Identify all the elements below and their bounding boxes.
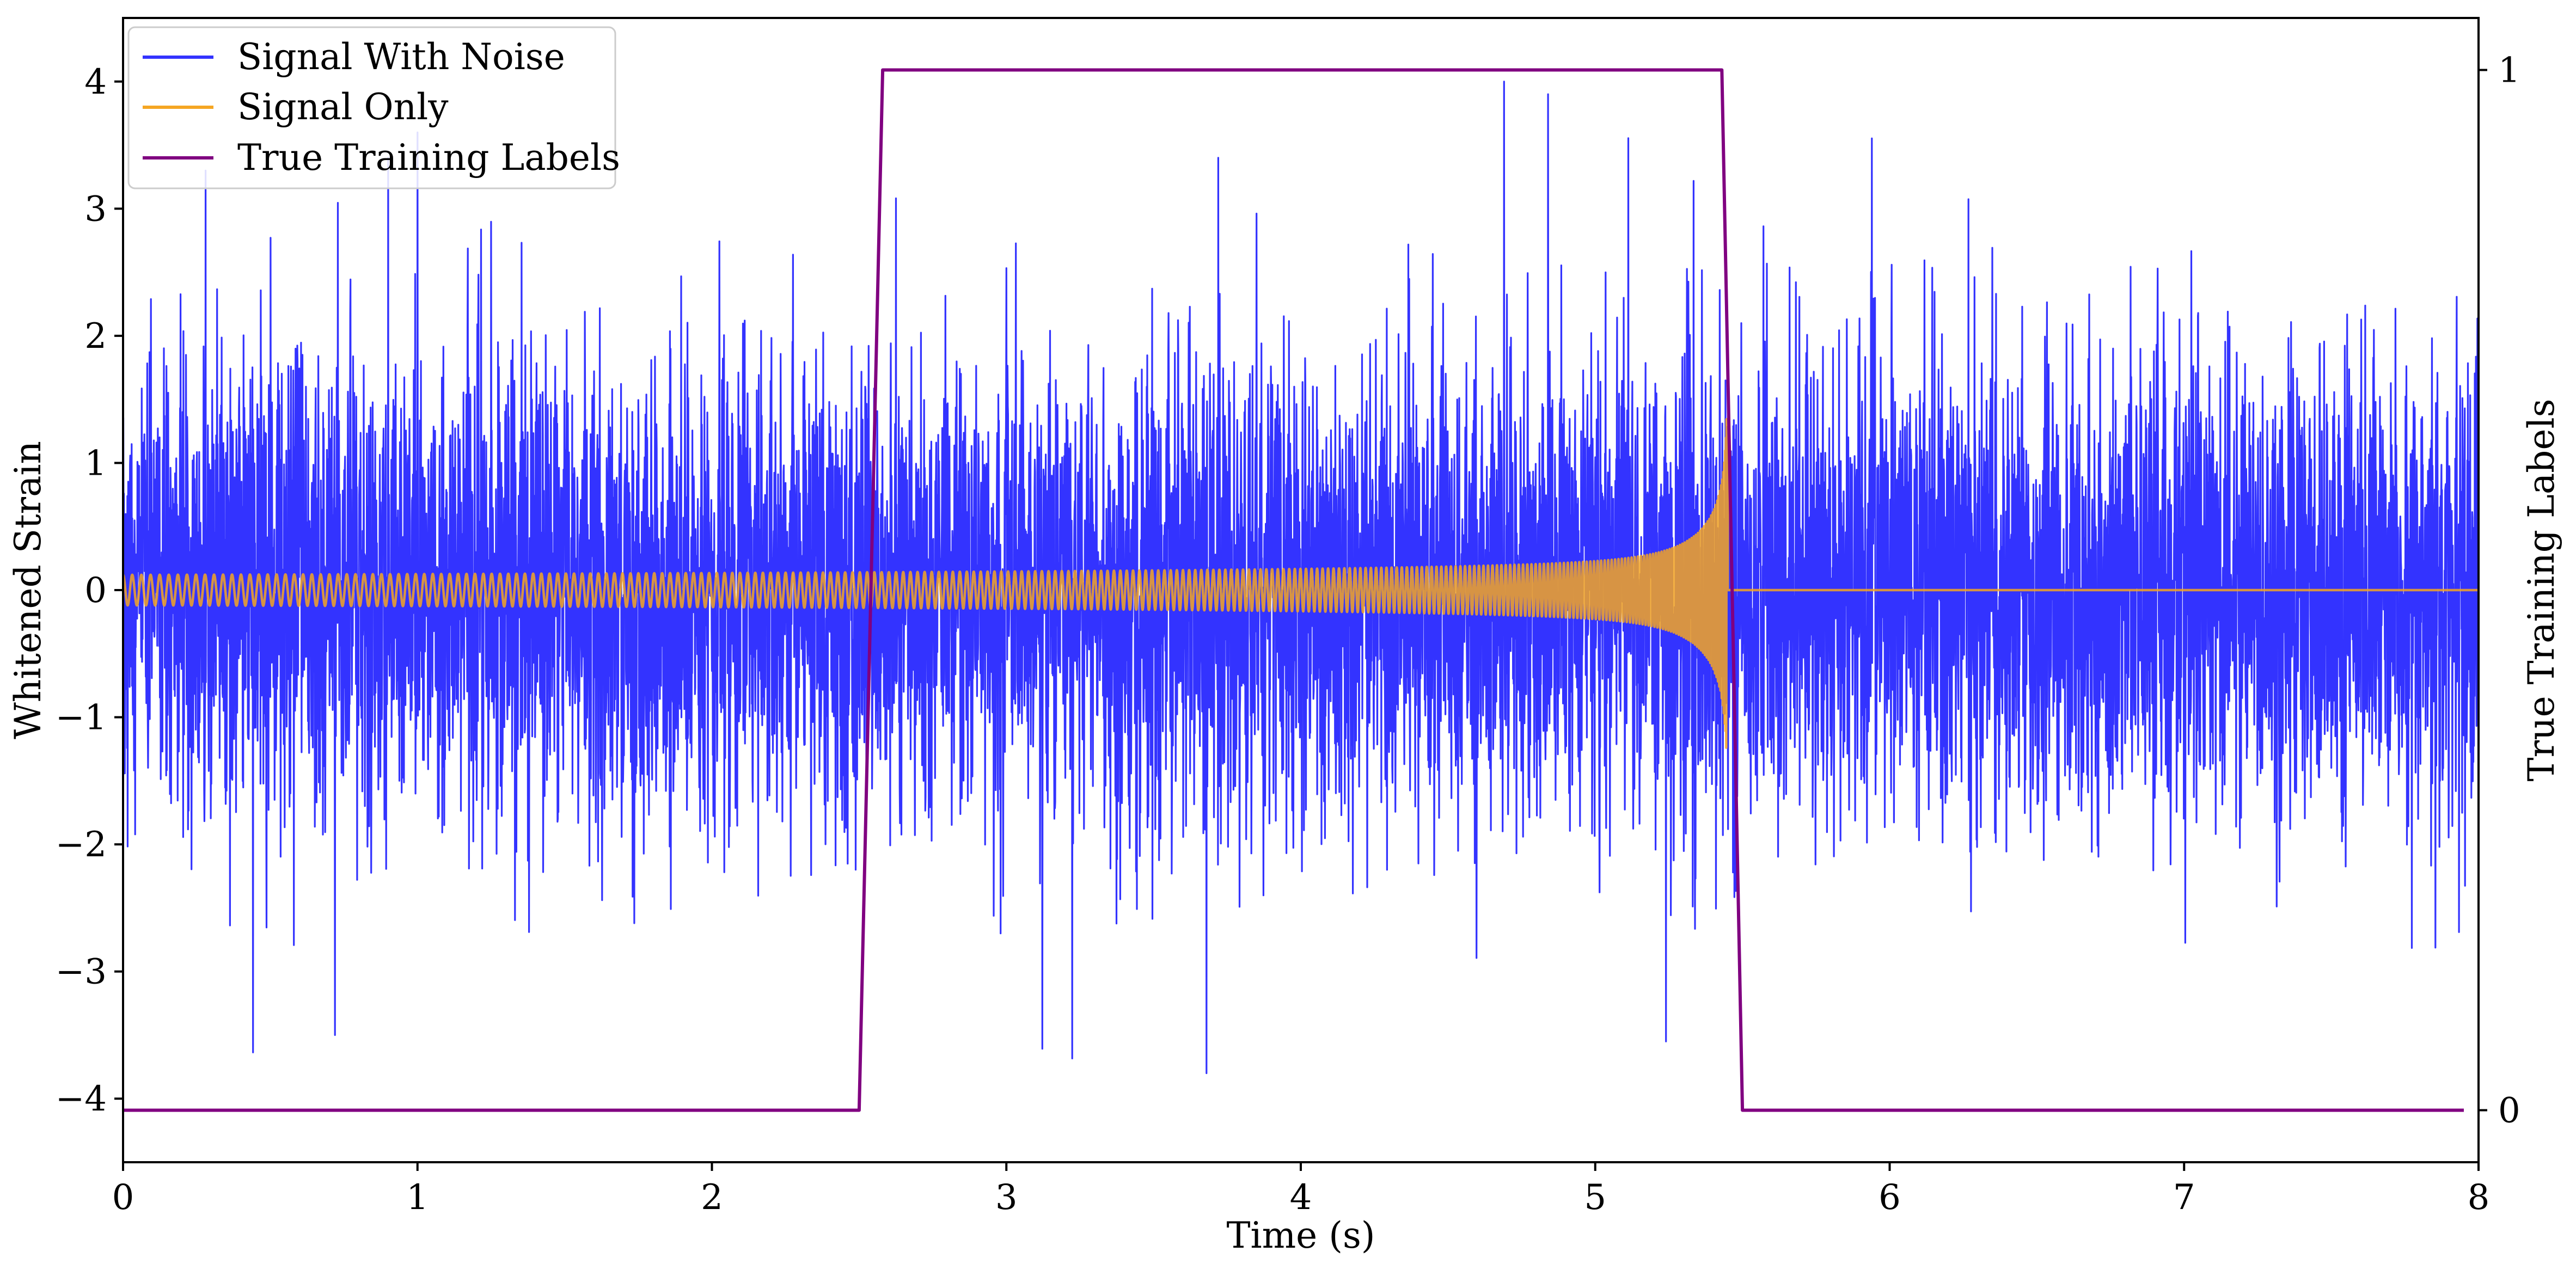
y-tick-label: −3: [56, 952, 107, 992]
y2-tick-label: 0: [2498, 1090, 2520, 1131]
x-tick-label: 7: [2173, 1177, 2195, 1218]
x-axis-title: Time (s): [1226, 1214, 1375, 1256]
y-tick-label: 3: [84, 189, 107, 229]
y-tick-label: 1: [84, 443, 107, 483]
y-axis-left: −4 −3 −2 −1 0 1 2 3 4: [56, 62, 123, 1119]
x-tick-label: 8: [2468, 1177, 2490, 1218]
y2-tick-label: 1: [2498, 51, 2520, 91]
y-tick-label: −1: [56, 698, 107, 738]
plot-area: [123, 68, 2479, 1112]
x-tick-label: 6: [1879, 1177, 1901, 1218]
series-signal-with-noise: [123, 81, 2479, 1075]
x-tick-label: 2: [701, 1177, 723, 1218]
series-true-training-labels: [123, 68, 2464, 1112]
legend-label-signal-with-noise: Signal With Noise: [237, 36, 565, 78]
legend-label-true-training-labels: True Training Labels: [237, 137, 620, 179]
x-tick-label: 0: [112, 1177, 134, 1218]
legend-box: [127, 26, 616, 189]
signal-only-line: [123, 418, 2479, 749]
legend-label-signal-only: Signal Only: [237, 86, 449, 128]
x-tick-label: 4: [1290, 1177, 1312, 1218]
y-tick-label: −4: [56, 1079, 107, 1119]
x-tick-label: 1: [406, 1177, 429, 1218]
y-axis-right: 01: [2479, 51, 2520, 1131]
y-axis-left-title: Whitened Strain: [7, 441, 49, 739]
x-axis: 0 1 2 3 4 5 6 7 8: [112, 1162, 2490, 1218]
series-signal-only: [123, 418, 2479, 749]
true-training-labels-line: [123, 68, 2464, 1112]
y-tick-label: 2: [84, 316, 107, 357]
y-axis-right-title: True Training Labels: [2520, 399, 2562, 782]
legend: Signal With Noise Signal Only True Train…: [127, 26, 620, 189]
x-tick-label: 5: [1584, 1177, 1606, 1218]
y-tick-label: −2: [56, 825, 107, 865]
y-tick-label: 4: [84, 62, 107, 102]
x-tick-label: 3: [995, 1177, 1018, 1218]
signal-with-noise-line: [123, 81, 2479, 1075]
y-tick-label: 0: [84, 570, 107, 611]
